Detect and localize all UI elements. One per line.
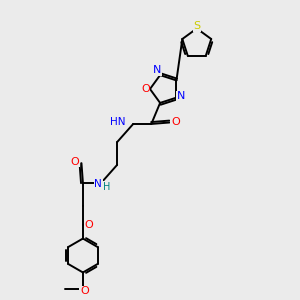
Text: N: N [153, 65, 161, 75]
Text: O: O [71, 157, 80, 167]
Text: O: O [84, 220, 93, 230]
Text: S: S [193, 21, 200, 31]
Text: HN: HN [110, 117, 125, 127]
Text: O: O [80, 286, 89, 296]
Text: O: O [141, 84, 150, 94]
Text: N: N [177, 91, 185, 101]
Text: H: H [103, 182, 110, 191]
Text: N: N [94, 179, 102, 190]
Text: O: O [171, 118, 180, 128]
